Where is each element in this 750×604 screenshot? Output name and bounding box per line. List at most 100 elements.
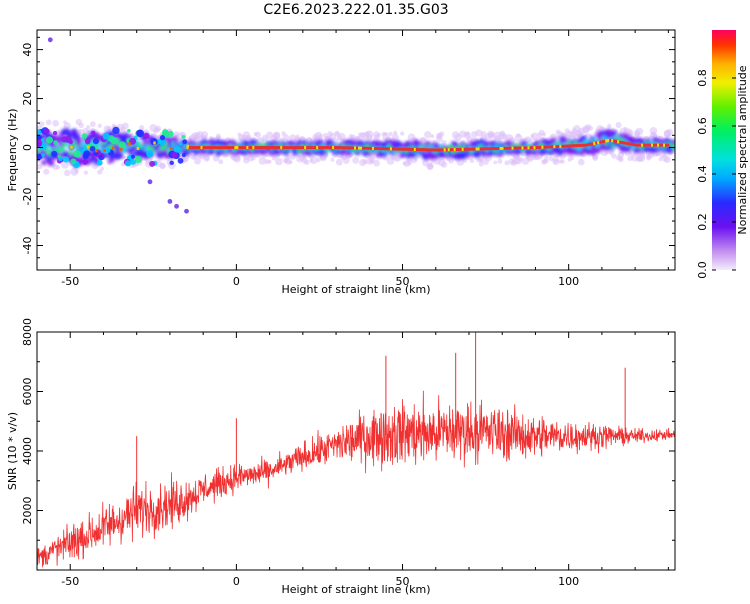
- peak-segment: [615, 139, 618, 143]
- peak-segment: [549, 145, 552, 149]
- haze-dot: [454, 133, 462, 141]
- blob-dot: [124, 160, 132, 167]
- peak-segment: [613, 139, 616, 143]
- peak-segment: [451, 148, 454, 152]
- haze-dot: [289, 134, 297, 142]
- peak-segment: [290, 146, 293, 150]
- haze-dot: [581, 125, 590, 134]
- blob-dot: [91, 130, 96, 135]
- haze-dot: [138, 125, 145, 131]
- haze-dot: [203, 155, 210, 162]
- haze-dot: [402, 161, 407, 166]
- peak-segment: [445, 148, 448, 152]
- band-dot: [548, 149, 554, 156]
- peak-segment: [216, 146, 219, 150]
- haze-dot: [599, 126, 606, 133]
- haze-dot: [336, 135, 342, 141]
- peak-segment: [346, 146, 349, 150]
- haze-dot: [456, 158, 465, 166]
- haze-dot: [275, 157, 283, 166]
- haze-dot: [567, 157, 572, 162]
- haze-dot: [201, 134, 208, 141]
- haze-dot: [420, 137, 426, 143]
- peak-segment: [220, 146, 223, 150]
- peak-segment: [356, 146, 359, 150]
- haze-dot: [195, 135, 200, 141]
- haze-dot: [430, 159, 435, 164]
- peak-segment: [334, 146, 337, 150]
- haze-dot: [301, 157, 308, 164]
- haze-dot: [536, 132, 542, 138]
- peak-segment: [465, 147, 468, 151]
- peak-segment: [397, 147, 401, 151]
- peak-segment: [593, 141, 596, 145]
- peak-segment: [228, 146, 231, 150]
- haze-dot: [193, 135, 198, 140]
- haze-dot: [282, 134, 290, 141]
- haze-dot: [312, 133, 320, 142]
- haze-dot: [658, 157, 663, 162]
- peak-segment: [371, 146, 375, 150]
- haze-dot: [541, 159, 547, 164]
- peak-segment: [657, 143, 660, 147]
- haze-dot: [577, 127, 585, 135]
- peak-segment: [635, 143, 638, 147]
- haze-dot: [356, 135, 360, 140]
- haze-dot: [242, 131, 250, 139]
- blob-dot: [92, 138, 100, 145]
- haze-dot: [663, 130, 672, 138]
- blob-dot: [134, 155, 143, 164]
- peak-segment: [188, 146, 191, 150]
- peak-segment: [557, 144, 560, 148]
- haze-dot: [272, 132, 281, 140]
- peak-segment: [507, 146, 510, 150]
- haze-dot: [521, 157, 530, 165]
- haze-dot: [194, 157, 201, 165]
- haze-dot: [558, 159, 563, 164]
- snr-series-line: [37, 390, 675, 568]
- snr-x-ticks: -50 0 50 100: [36, 332, 669, 588]
- haze-dot: [322, 133, 328, 139]
- haze-dot: [512, 153, 520, 161]
- peak-segment: [310, 146, 313, 150]
- peak-segment: [495, 147, 498, 151]
- peak-segment: [409, 147, 413, 151]
- peak-segment: [457, 147, 460, 151]
- haze-dot: [627, 155, 633, 162]
- haze-dot: [635, 127, 644, 136]
- band-dot: [41, 159, 47, 166]
- peak-segment: [437, 148, 440, 152]
- peak-segment: [284, 146, 287, 150]
- haze-dot: [381, 131, 386, 136]
- haze-dot: [530, 133, 535, 138]
- peak-segment: [236, 146, 239, 150]
- peak-segment: [589, 142, 592, 146]
- haze-dot: [436, 135, 443, 143]
- haze-dot: [464, 131, 470, 137]
- haze-dot: [534, 154, 540, 161]
- peak-segment: [407, 147, 411, 151]
- haze-dot: [283, 158, 289, 164]
- peak-segment: [453, 148, 456, 152]
- y-tick-label: 20: [21, 92, 34, 106]
- haze-dot: [588, 125, 594, 131]
- haze-dot: [400, 131, 405, 136]
- outlier-point: [174, 203, 179, 209]
- peak-segment: [320, 146, 323, 150]
- haze-dot: [197, 154, 202, 159]
- peak-segment: [443, 148, 446, 152]
- blob-dot: [84, 138, 91, 145]
- outlier-point: [167, 199, 173, 204]
- peak-segment: [629, 142, 632, 146]
- haze-dot: [463, 131, 472, 139]
- peak-segment: [541, 145, 544, 149]
- haze-dot: [462, 158, 468, 163]
- haze-dot: [615, 121, 622, 129]
- peak-segment: [539, 145, 542, 149]
- blob-dot: [37, 153, 43, 160]
- haze-dot: [542, 132, 546, 137]
- peak-segment: [246, 146, 249, 150]
- haze-dot: [428, 163, 433, 168]
- haze-dot: [173, 131, 180, 138]
- haze-dot: [369, 159, 375, 164]
